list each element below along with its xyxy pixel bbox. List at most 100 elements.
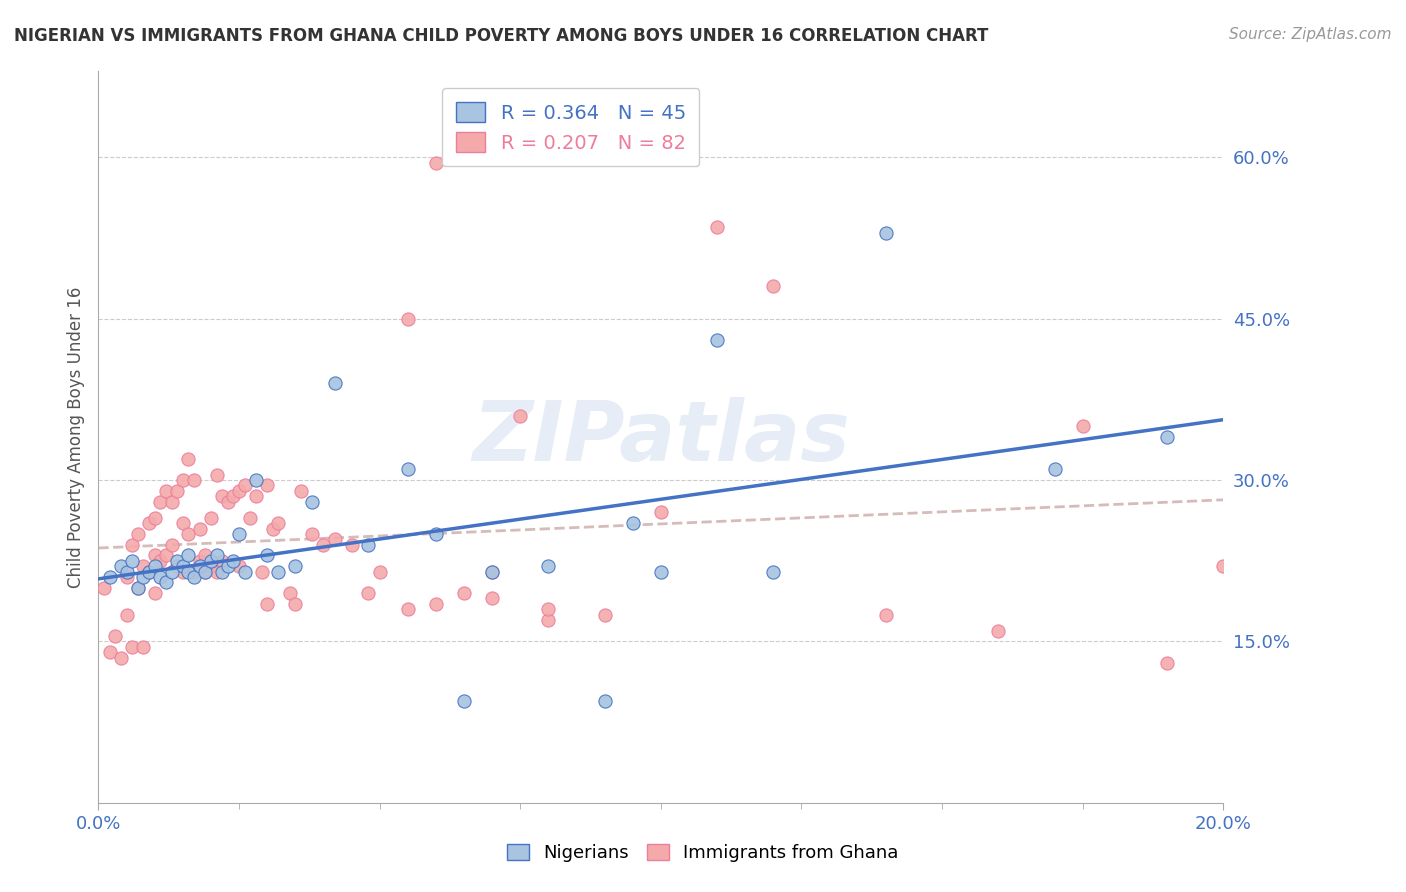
- Point: [121, 554, 143, 568]
- Point: [453, 693, 475, 707]
- Point: [593, 607, 616, 622]
- Point: [650, 565, 672, 579]
- Point: [312, 538, 335, 552]
- Point: [200, 510, 222, 524]
- Point: [425, 597, 447, 611]
- Point: [256, 549, 278, 563]
- Y-axis label: Child Poverty Among Boys Under 16: Child Poverty Among Boys Under 16: [66, 286, 84, 588]
- Point: [875, 226, 897, 240]
- Point: [1156, 656, 1178, 670]
- Point: [357, 586, 380, 600]
- Point: [340, 538, 363, 552]
- Point: [200, 559, 222, 574]
- Point: [323, 533, 346, 547]
- Point: [149, 494, 172, 508]
- Point: [245, 473, 267, 487]
- Point: [217, 494, 239, 508]
- Point: [110, 650, 132, 665]
- Point: [228, 527, 250, 541]
- Point: [509, 409, 531, 423]
- Point: [115, 607, 138, 622]
- Point: [155, 575, 177, 590]
- Point: [194, 549, 217, 563]
- Point: [1071, 419, 1094, 434]
- Point: [194, 565, 217, 579]
- Point: [127, 581, 149, 595]
- Point: [267, 516, 290, 530]
- Point: [194, 565, 217, 579]
- Legend: R = 0.364   N = 45, R = 0.207   N = 82: R = 0.364 N = 45, R = 0.207 N = 82: [443, 88, 699, 167]
- Point: [211, 565, 233, 579]
- Point: [110, 559, 132, 574]
- Point: [245, 489, 267, 503]
- Point: [593, 693, 616, 707]
- Point: [188, 559, 211, 574]
- Point: [1043, 462, 1066, 476]
- Point: [98, 645, 121, 659]
- Point: [132, 570, 155, 584]
- Point: [396, 462, 419, 476]
- Point: [396, 311, 419, 326]
- Point: [537, 613, 560, 627]
- Point: [481, 565, 503, 579]
- Point: [115, 570, 138, 584]
- Point: [205, 467, 228, 482]
- Point: [284, 559, 307, 574]
- Point: [138, 565, 160, 579]
- Point: [149, 570, 172, 584]
- Point: [481, 565, 503, 579]
- Point: [93, 581, 115, 595]
- Point: [172, 559, 194, 574]
- Point: [425, 527, 447, 541]
- Point: [121, 538, 143, 552]
- Point: [368, 565, 391, 579]
- Point: [205, 565, 228, 579]
- Point: [98, 570, 121, 584]
- Point: [160, 565, 183, 579]
- Point: [149, 554, 172, 568]
- Point: [650, 505, 672, 519]
- Point: [172, 473, 194, 487]
- Point: [177, 549, 200, 563]
- Point: [143, 510, 166, 524]
- Point: [143, 586, 166, 600]
- Point: [183, 473, 205, 487]
- Point: [1156, 430, 1178, 444]
- Point: [121, 640, 143, 654]
- Point: [875, 607, 897, 622]
- Point: [267, 565, 290, 579]
- Point: [987, 624, 1010, 638]
- Point: [481, 591, 503, 606]
- Point: [239, 510, 262, 524]
- Point: [104, 629, 127, 643]
- Point: [183, 565, 205, 579]
- Point: [127, 581, 149, 595]
- Point: [127, 527, 149, 541]
- Point: [138, 565, 160, 579]
- Point: [188, 554, 211, 568]
- Point: [357, 538, 380, 552]
- Point: [166, 554, 188, 568]
- Point: [301, 527, 323, 541]
- Point: [222, 554, 245, 568]
- Point: [762, 279, 785, 293]
- Point: [132, 640, 155, 654]
- Point: [621, 516, 644, 530]
- Text: Source: ZipAtlas.com: Source: ZipAtlas.com: [1229, 27, 1392, 42]
- Point: [177, 565, 200, 579]
- Point: [256, 597, 278, 611]
- Point: [200, 554, 222, 568]
- Point: [301, 494, 323, 508]
- Point: [256, 478, 278, 492]
- Point: [453, 586, 475, 600]
- Point: [396, 602, 419, 616]
- Point: [537, 602, 560, 616]
- Point: [1212, 559, 1234, 574]
- Text: NIGERIAN VS IMMIGRANTS FROM GHANA CHILD POVERTY AMONG BOYS UNDER 16 CORRELATION : NIGERIAN VS IMMIGRANTS FROM GHANA CHILD …: [14, 27, 988, 45]
- Point: [138, 516, 160, 530]
- Point: [160, 494, 183, 508]
- Point: [228, 559, 250, 574]
- Point: [323, 376, 346, 391]
- Point: [222, 489, 245, 503]
- Point: [706, 220, 728, 235]
